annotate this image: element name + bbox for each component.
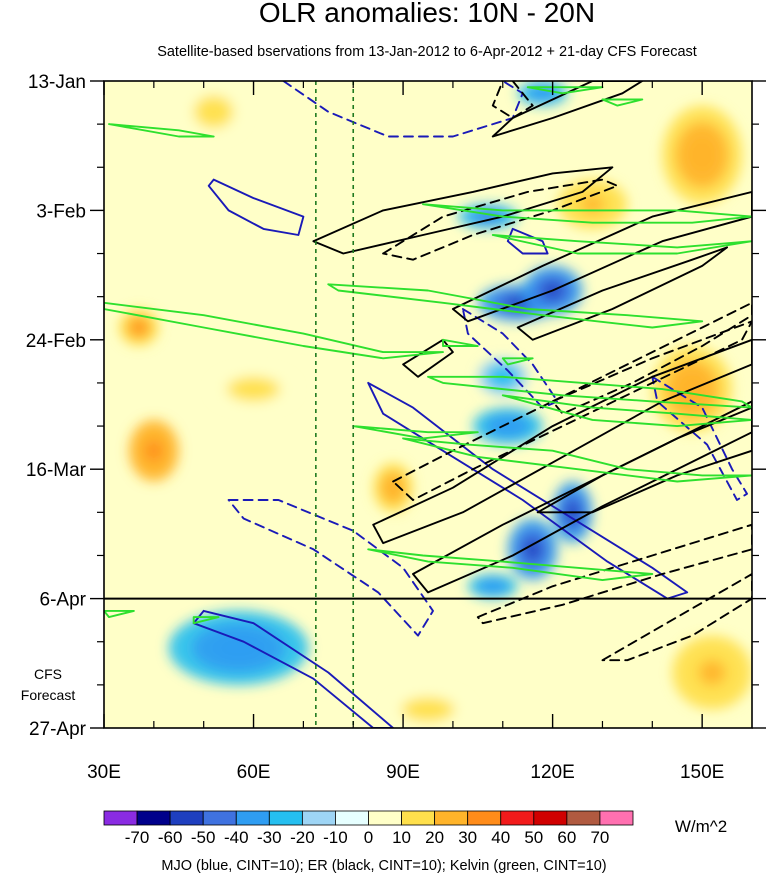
contour-er-negative-4 (601, 573, 752, 662)
contour-mjo-negative-2 (461, 308, 559, 409)
contour-kelvin-14 (442, 338, 479, 347)
contour-kelvin-8 (367, 548, 654, 582)
colorbar-swatch-1 (136, 810, 171, 826)
colorbar-swatch-12 (500, 810, 535, 826)
contour-kelvin-3 (422, 203, 752, 224)
chart-title: OLR anomalies: 10N - 20N (259, 0, 595, 28)
plot-frame (103, 80, 753, 729)
anomaly-blob-11-2 (132, 321, 146, 334)
contour-er-3 (451, 190, 752, 323)
contour-er-1 (491, 81, 644, 138)
colorbar-swatch-2 (169, 810, 204, 826)
colorbar-swatch-13 (533, 810, 568, 826)
colorbar-swatch-6 (301, 810, 336, 826)
reference-lines (315, 81, 355, 728)
contour-mjo-1 (192, 609, 395, 728)
colorbar-label-0: -70 (125, 828, 150, 847)
anomaly-blob-10-2 (145, 440, 163, 461)
anomaly-blob-4-2 (524, 539, 541, 560)
contour-kelvin-7 (402, 437, 752, 483)
overlay-legend: MJO (blue, CINT=10); ER (black, CINT=10)… (161, 858, 606, 874)
colorbar-label-3: -40 (224, 828, 249, 847)
colorbar-swatch-10 (434, 810, 469, 826)
x-tick-label-2: 90E (386, 762, 420, 783)
colorbar-swatch-4 (235, 810, 270, 826)
contour-er-2 (402, 338, 454, 378)
anomaly-blob-6-2 (484, 582, 502, 591)
contour-kelvin-5 (427, 375, 752, 409)
contour-kelvin-2 (327, 283, 704, 329)
contour-kelvin-11 (601, 98, 644, 107)
y-tick-label-5: 27-Apr (29, 719, 87, 740)
colorbar-swatch-3 (202, 810, 237, 826)
y-tick-label-4: 6-Apr (40, 590, 87, 611)
contour-er-6 (412, 400, 752, 594)
colorbar-label-8: 10 (392, 828, 411, 847)
colorbar-swatch-5 (268, 810, 303, 826)
x-tick-label-0: 30E (87, 762, 121, 783)
chart-subtitle: Satellite-based bservations from 13-Jan-… (157, 44, 697, 60)
contour-mjo-2 (367, 381, 689, 600)
colorbar-label-4: -30 (257, 828, 282, 847)
contour-kelvin-12 (104, 609, 135, 619)
colorbar-swatch-8 (368, 810, 402, 826)
colorbar-label-12: 50 (524, 828, 543, 847)
contour-kelvin-13 (192, 616, 220, 625)
anomaly-blob-17-2 (580, 196, 605, 213)
anomaly-blob-12-2 (688, 138, 716, 172)
axis-ticks: 30E 60E 90E 120E 150E 13-Jan 3-Feb 24-Feb 16-Mar… (26, 72, 766, 783)
contour-kelvin-6 (501, 394, 752, 428)
anomaly-blob-14-2 (698, 660, 726, 685)
anomaly-blob-19-2 (414, 703, 442, 716)
contour-kelvin-15 (501, 357, 534, 366)
x-tick-label-1: 60E (237, 762, 271, 783)
colorbar-swatch-14 (566, 810, 601, 826)
contour-er-4 (516, 246, 729, 341)
contour-er-negative-5 (491, 81, 534, 119)
colorbar-label-7: 0 (364, 828, 373, 847)
anomaly-blob-8-2 (215, 635, 262, 661)
contour-er-7 (536, 406, 752, 514)
colorbar-swatch-9 (401, 810, 436, 826)
contour-kelvin-1 (104, 301, 444, 360)
contour-kelvin-4 (491, 234, 752, 255)
x-tick-label-3: 120E (530, 762, 574, 783)
colorbar-swatch-15 (599, 810, 634, 826)
colorbar-swatch-0 (103, 810, 138, 826)
y-tick-label-1: 3-Feb (36, 201, 86, 222)
colorbar-swatch-11 (467, 810, 502, 826)
y-tick-label-3: 16-Mar (26, 460, 87, 481)
wave-contours (104, 81, 752, 728)
anomaly-blob-3-2 (496, 419, 520, 433)
colorbar-label-2: -50 (191, 828, 216, 847)
contour-kelvin-0 (108, 123, 215, 138)
anomaly-blob-18-2 (240, 382, 267, 396)
colorbar-label-9: 20 (425, 828, 444, 847)
contour-er-negative-2 (551, 301, 752, 415)
contour-er-negative-1 (392, 320, 752, 501)
anomaly-blob-15-2 (203, 103, 224, 121)
colorbar: -70 -60 -50 -40 -30 -20 -10 0 10 20 30 40 50 60 70 (103, 810, 634, 847)
colorbar-label-14: 70 (590, 828, 609, 847)
forecast-label-line2: Forecast (21, 687, 76, 703)
x-tick-label-4: 150E (680, 762, 724, 783)
colorbar-label-11: 40 (491, 828, 510, 847)
contour-kelvin-9 (352, 425, 479, 440)
colorbar-label-1: -60 (158, 828, 183, 847)
contour-mjo-0 (207, 178, 305, 236)
plot-area: 30E 60E 90E 120E 150E 13-Jan 3-Feb 24-Feb 16-Mar… (26, 72, 766, 783)
colorbar-label-6: -10 (323, 828, 348, 847)
contour-mjo-negative-3 (651, 375, 748, 501)
colorbar-units: W/m^2 (675, 817, 727, 836)
colorbar-label-10: 30 (458, 828, 477, 847)
colorbar-swatch-7 (335, 810, 369, 826)
forecast-label-line1: CFS (34, 666, 62, 682)
y-tick-label-0: 13-Jan (28, 72, 86, 93)
colorbar-label-5: -20 (290, 828, 315, 847)
colorbar-label-13: 60 (557, 828, 576, 847)
y-tick-label-2: 24-Feb (26, 331, 86, 352)
